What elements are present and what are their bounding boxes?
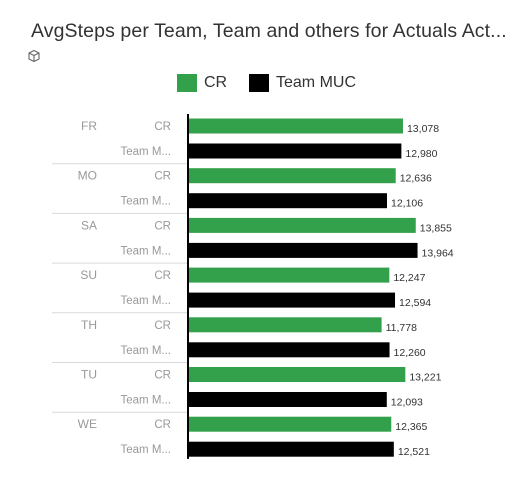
- bar[interactable]: [188, 168, 396, 184]
- data-label: 13,855: [420, 222, 452, 234]
- data-label: 12,260: [394, 347, 426, 359]
- bar[interactable]: [188, 242, 418, 258]
- data-label: 12,594: [399, 297, 431, 309]
- cube-icon[interactable]: [27, 49, 41, 63]
- series-tick-label: CR: [154, 220, 171, 232]
- data-label: 12,365: [395, 421, 427, 433]
- chart-title: AvgSteps per Team, Team and others for A…: [31, 20, 507, 42]
- series-tick-label: CR: [154, 121, 171, 133]
- bar[interactable]: [188, 267, 390, 283]
- bar[interactable]: [188, 217, 416, 233]
- group-label: WE: [78, 417, 97, 431]
- group-label: FR: [81, 119, 97, 133]
- legend-swatch-cr: [177, 74, 197, 92]
- data-label: 12,980: [405, 148, 437, 160]
- series-tick-label: CR: [154, 270, 171, 282]
- bar[interactable]: [188, 143, 402, 159]
- series-tick-label: Team M...: [121, 295, 171, 307]
- bar[interactable]: [188, 416, 392, 432]
- data-label: 12,093: [391, 397, 423, 409]
- bar[interactable]: [188, 441, 394, 457]
- group-label: MO: [78, 169, 97, 183]
- series-tick-label: CR: [154, 370, 171, 382]
- legend-item-cr[interactable]: CR: [177, 72, 227, 94]
- series-tick-label: Team M...: [121, 245, 171, 257]
- bar[interactable]: [188, 342, 390, 358]
- series-tick-label: Team M...: [121, 196, 171, 208]
- data-label: 12,247: [393, 272, 425, 284]
- data-label: 13,964: [422, 247, 454, 259]
- group-label: SU: [80, 268, 97, 282]
- legend-swatch-team-muc: [249, 74, 269, 92]
- series-tick-label: Team M...: [121, 444, 171, 456]
- bar[interactable]: [188, 193, 388, 209]
- bar[interactable]: [188, 392, 387, 407]
- legend-item-team-muc[interactable]: Team MUC: [249, 72, 356, 94]
- data-label: 12,636: [400, 173, 432, 185]
- data-label: 11,778: [386, 322, 417, 334]
- series-tick-label: CR: [154, 320, 171, 332]
- group-label: SA: [81, 218, 97, 232]
- data-label: 13,221: [409, 372, 441, 384]
- series-tick-label: Team M...: [121, 345, 171, 357]
- data-label: 12,521: [398, 446, 430, 458]
- bar[interactable]: [188, 118, 403, 134]
- series-tick-label: Team M...: [121, 395, 171, 407]
- group-label: TH: [81, 318, 97, 332]
- series-tick-label: CR: [154, 171, 171, 183]
- bar[interactable]: [188, 292, 396, 308]
- series-tick-label: CR: [154, 419, 171, 431]
- legend-label-cr: CR: [204, 74, 228, 91]
- chart-legend: CR Team MUC: [0, 72, 514, 94]
- legend-label-team-muc: Team MUC: [276, 74, 357, 91]
- data-label: 12,106: [391, 198, 423, 210]
- bar[interactable]: [188, 317, 382, 333]
- bar[interactable]: [188, 367, 406, 382]
- data-label: 13,078: [407, 123, 439, 135]
- group-label: TU: [81, 368, 97, 382]
- series-tick-label: Team M...: [121, 146, 171, 158]
